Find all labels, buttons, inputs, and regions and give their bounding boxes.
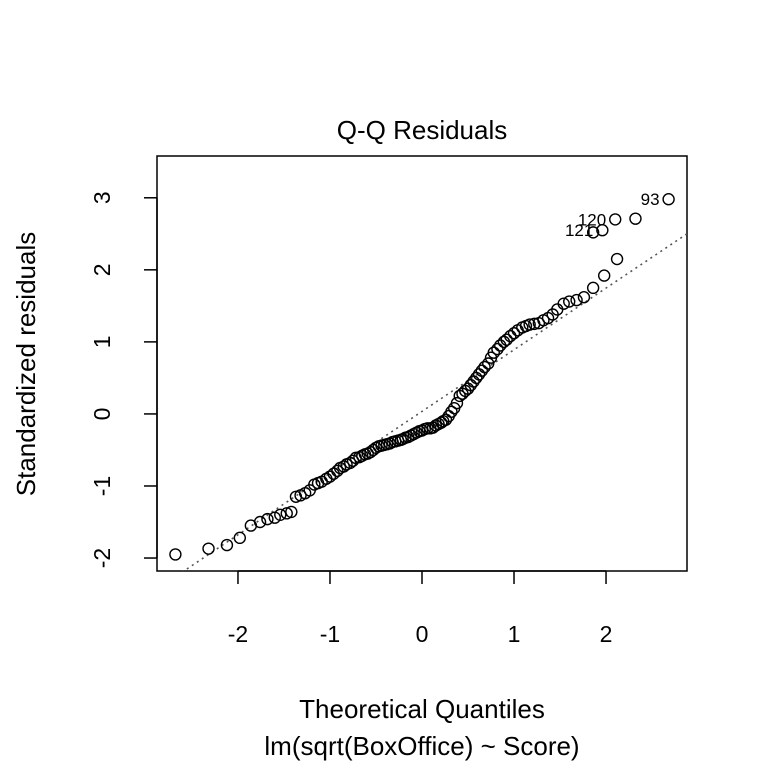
data-point [523,318,536,331]
reference-line-layer [182,233,687,571]
data-point [610,252,624,266]
data-point [570,293,583,307]
data-point [557,297,570,310]
x-tick-label: 0 [416,621,429,647]
data-point [202,542,215,555]
data-point [475,364,489,377]
data-point [220,538,234,552]
point-label: 93 [641,190,660,209]
data-point [507,327,521,340]
y-tick-label: -2 [89,548,115,568]
data-point [331,464,344,478]
data-point [445,405,458,418]
data-point [261,512,274,526]
plot-frame [156,155,688,572]
data-point [169,548,182,561]
x-tick-label: 1 [508,621,521,647]
data-point [346,454,360,467]
reference-line [182,233,687,571]
data-point [487,346,500,359]
x-axis: -2 -1 0 1 2 [228,570,613,647]
x-axis-title: Theoretical Quantiles [299,694,545,724]
data-point [609,213,622,226]
data-point [597,269,611,282]
data-point [323,470,337,483]
data-point [478,360,491,374]
data-point [482,357,495,370]
x-tick-label: -2 [228,621,248,647]
data-point [662,193,675,206]
y-axis: -2 -1 0 1 2 3 [89,191,158,568]
x-tick-label: -1 [320,621,340,647]
data-point [233,531,247,545]
data-point [586,226,600,239]
data-point [491,342,504,356]
data-point [472,368,486,381]
data-point [337,460,350,473]
chart-title: Q-Q Residuals [337,115,508,145]
data-point [577,291,591,304]
y-axis-title: Standardized residuals [11,232,41,497]
chart-subtitle: lm(sqrt(BoxOffice) ~ Score) [264,731,579,761]
data-point [467,375,480,388]
y-tick-label: 1 [89,335,115,348]
data-point [500,333,513,346]
point-label: 120 [578,210,606,229]
points-layer [169,193,675,561]
y-tick-label: 2 [89,263,115,276]
data-point [629,212,642,225]
y-tick-label: 3 [89,191,115,204]
data-point [253,515,267,529]
y-tick-label: -1 [89,476,115,496]
data-point [274,508,287,522]
data-point [450,396,464,410]
point-label: 121 [565,221,593,240]
y-tick-label: 0 [89,408,115,421]
data-point [586,281,600,295]
data-point [285,505,298,519]
data-point [596,224,609,237]
x-tick-label: 2 [600,621,613,647]
data-point [563,295,576,308]
